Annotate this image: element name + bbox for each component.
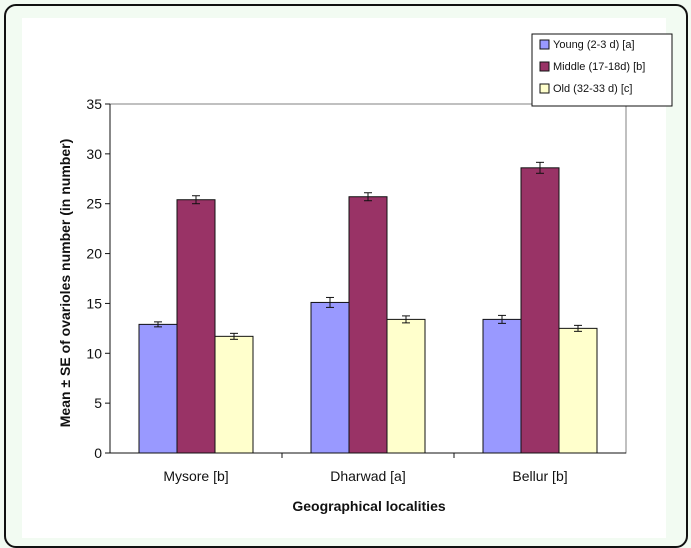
legend-swatch: [539, 39, 550, 50]
bar: [482, 318, 522, 454]
y-tick-label: 5: [94, 395, 102, 411]
y-tick-label: 10: [86, 345, 102, 361]
legend-box: [531, 33, 673, 107]
bar: [138, 323, 178, 454]
y-tick-label: 0: [94, 445, 102, 461]
legend-label: Old (32-33 d) [c]: [553, 83, 632, 95]
bar: [348, 196, 388, 454]
bar: [558, 327, 598, 454]
y-axis-title: Mean ± SE of ovarioles number (in number…: [57, 139, 73, 428]
bar: [214, 335, 254, 454]
bar: [176, 199, 216, 454]
y-tick-label: 20: [86, 246, 102, 262]
legend-swatch: [539, 61, 550, 72]
y-tick-label: 15: [86, 295, 102, 311]
legend-swatch: [539, 83, 550, 94]
legend-label: Middle (17-18d) [b]: [553, 61, 645, 73]
y-tick-label: 25: [86, 196, 102, 212]
bar: [386, 318, 426, 454]
x-axis-title: Geographical localities: [292, 498, 445, 514]
legend: Young (2-3 d) [a] Middle (17-18d) [b] Old …: [531, 33, 673, 107]
y-tick-label: 30: [86, 146, 102, 162]
category-label: Mysore [b]: [163, 468, 228, 484]
bar: [520, 167, 560, 454]
category-label: Dharwad [a]: [330, 468, 405, 484]
bar: [310, 301, 350, 454]
legend-label: Young (2-3 d) [a]: [553, 39, 635, 51]
bar-chart: 0 5 10 15 20 25 30 35 Mysore [b] Dharwad [a] Bell…: [57, 33, 673, 514]
y-tick-label: 35: [86, 96, 102, 112]
category-label: Bellur [b]: [512, 468, 567, 484]
